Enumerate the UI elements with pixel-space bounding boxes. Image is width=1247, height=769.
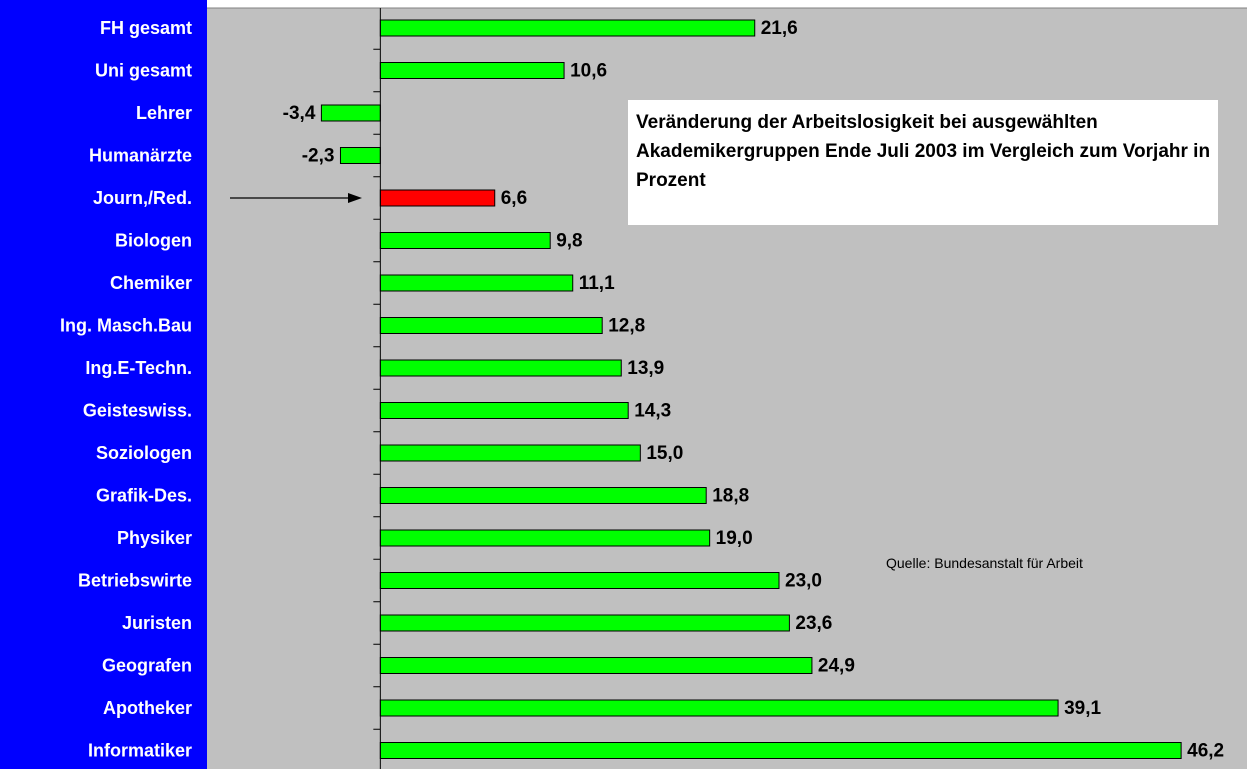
category-label: Lehrer	[136, 103, 192, 123]
bar	[379, 487, 707, 504]
category-label: Biologen	[115, 230, 192, 250]
value-label: 39,1	[1064, 698, 1101, 719]
category-label: Chemiker	[110, 273, 192, 293]
category-label: Informatiker	[88, 740, 192, 760]
value-label: 13,9	[627, 358, 664, 379]
bar	[379, 317, 603, 334]
value-label: -3,4	[283, 103, 316, 124]
bar	[379, 657, 813, 674]
value-label: 46,2	[1187, 741, 1224, 762]
bar	[379, 19, 756, 37]
bar	[379, 742, 1182, 759]
bar	[379, 274, 574, 292]
value-label: 18,8	[712, 486, 749, 507]
bar	[379, 444, 641, 462]
category-label: Uni gesamt	[95, 60, 192, 80]
bar	[379, 359, 622, 377]
category-label: Journ,/Red.	[93, 188, 192, 208]
category-panel	[0, 0, 207, 769]
category-label: Physiker	[117, 528, 192, 548]
bar	[379, 62, 565, 79]
value-label: 15,0	[646, 443, 683, 464]
category-label: Ing.E-Techn.	[85, 358, 192, 378]
category-label: Betriebswirte	[78, 570, 192, 590]
bar	[379, 572, 780, 589]
bar	[379, 529, 711, 547]
value-label: 23,0	[785, 571, 822, 592]
arrow-head	[348, 193, 362, 203]
bar	[339, 147, 381, 164]
value-label: 10,6	[570, 61, 607, 82]
bar	[379, 614, 790, 632]
source-note: Quelle: Bundesanstalt für Arbeit	[886, 555, 1083, 571]
value-label: 11,1	[579, 273, 615, 294]
bar	[379, 402, 629, 419]
value-label: 9,8	[556, 231, 582, 252]
value-label: 14,3	[634, 401, 671, 422]
bar	[379, 699, 1059, 717]
category-label: Geisteswiss.	[83, 400, 192, 420]
value-label: 6,6	[501, 188, 527, 209]
value-label: 24,9	[818, 656, 855, 677]
value-label: 23,6	[795, 613, 832, 634]
category-label: FH gesamt	[100, 18, 192, 38]
value-label: 21,6	[761, 18, 798, 39]
category-label: Juristen	[122, 613, 192, 633]
category-label: Geografen	[102, 655, 192, 675]
category-label: Ing. Masch.Bau	[60, 315, 192, 335]
category-label: Grafik-Des.	[96, 485, 192, 505]
category-label: Humanärzte	[89, 145, 192, 165]
bar	[379, 189, 496, 207]
chart-title: Veränderung der Arbeitslosigkeit bei aus…	[628, 100, 1218, 225]
bar	[320, 104, 381, 122]
value-label: -2,3	[302, 146, 335, 167]
bar	[379, 232, 551, 249]
category-label: Soziologen	[96, 443, 192, 463]
value-label: 12,8	[608, 316, 645, 337]
value-label: 19,0	[716, 528, 753, 549]
category-label: Apotheker	[103, 698, 192, 718]
